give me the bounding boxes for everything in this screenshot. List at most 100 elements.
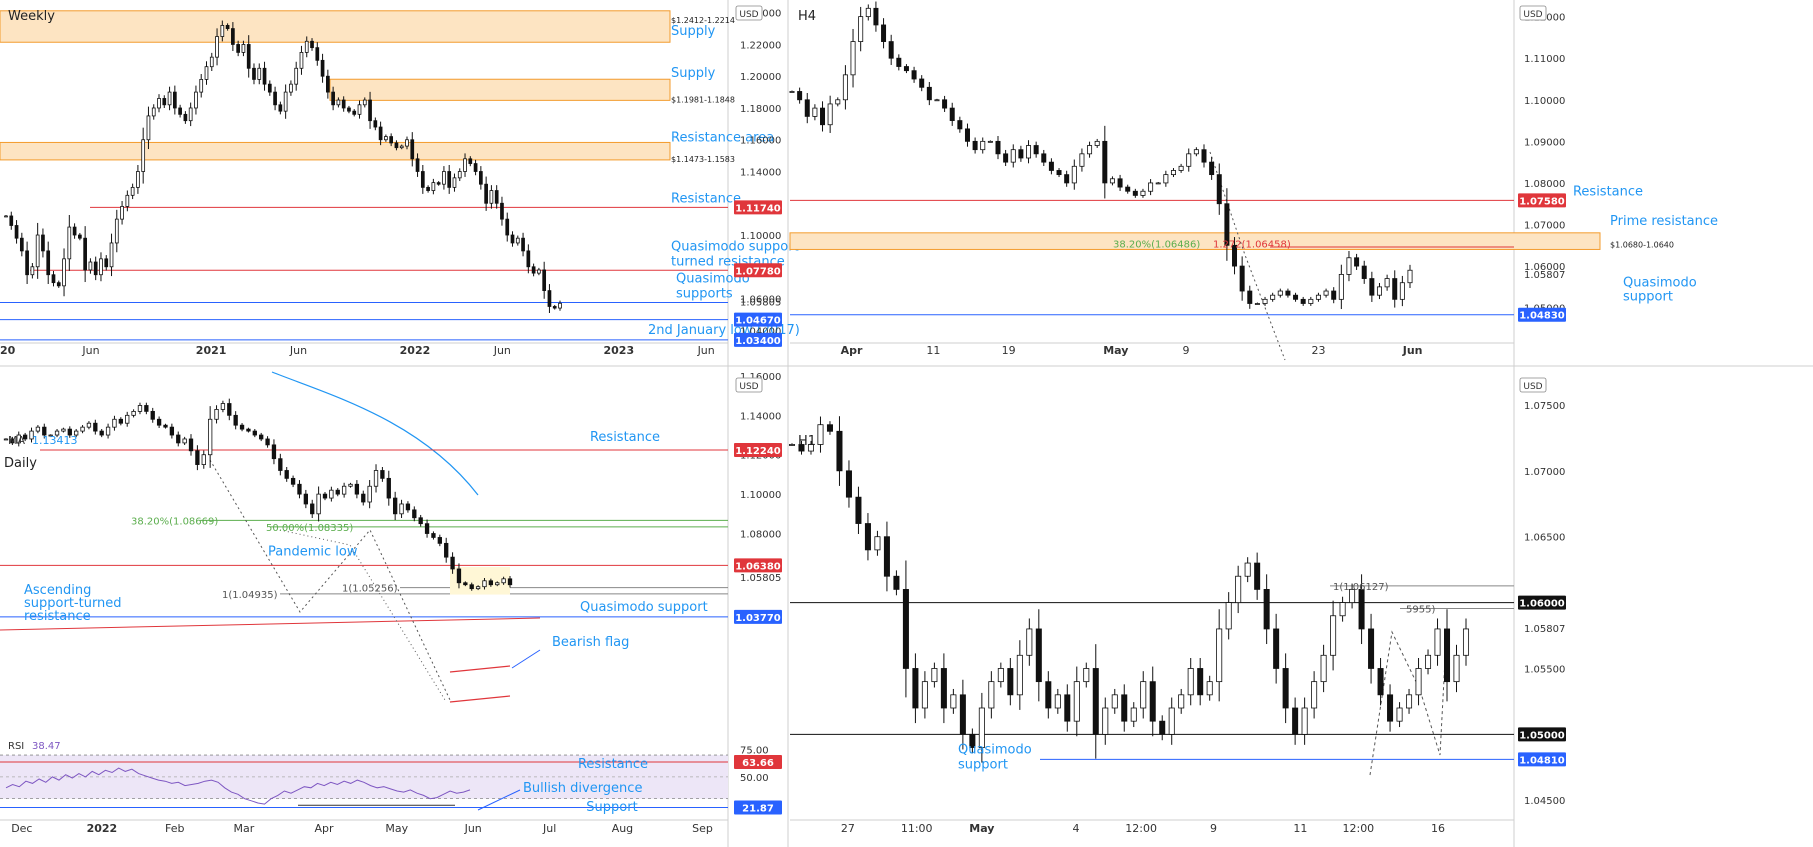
candle-body <box>220 403 226 410</box>
x-tick-label: 16 <box>1431 822 1445 835</box>
y-tick-label: 1.05807 <box>1524 624 1565 635</box>
rsi-tick: 50.00 <box>740 773 769 784</box>
candle-body <box>827 103 833 126</box>
candle-body <box>835 99 841 105</box>
y-tick-label: 1.06500 <box>1524 533 1565 544</box>
candle-body <box>1315 294 1321 300</box>
candle-body <box>903 66 909 72</box>
candle-body <box>1007 668 1014 696</box>
rsi-tick: 75.00 <box>740 746 769 757</box>
candles-h4 <box>789 1 1413 310</box>
candle-body <box>1338 273 1344 300</box>
x-tick-label: Mar <box>233 822 254 835</box>
candle-body <box>239 424 245 430</box>
ab-label: 5955) <box>1406 605 1435 616</box>
candle-body <box>1282 668 1289 709</box>
candle-body <box>1311 681 1318 709</box>
candle-body <box>1216 628 1223 683</box>
resistance-label: Resistance <box>1573 184 1643 199</box>
candle-body <box>1308 298 1314 304</box>
candle-body <box>456 568 462 584</box>
price-badge-label: 1.12240 <box>735 446 781 457</box>
candle-body <box>1054 694 1061 709</box>
candle-body <box>501 578 506 584</box>
candle-body <box>56 282 61 287</box>
timeframe-label: Daily <box>4 456 37 471</box>
candle-body <box>902 589 909 669</box>
candle-body <box>883 536 890 577</box>
candle-body <box>137 405 143 412</box>
x-tick-label: 11 <box>926 344 940 357</box>
candle-body <box>940 668 947 709</box>
candle-body <box>290 477 296 485</box>
x-tick-label: Feb <box>165 822 184 835</box>
candle-body <box>482 580 487 588</box>
candle-body <box>1079 153 1085 167</box>
moving-average-line <box>271 371 479 496</box>
candle-body <box>88 261 93 271</box>
qm-label: Quasimodo <box>1623 276 1697 291</box>
candle-body <box>1277 290 1283 296</box>
candle-body <box>1285 290 1291 296</box>
rsi-badge <box>734 800 782 815</box>
candle-body <box>150 410 155 420</box>
candle-body <box>399 503 404 515</box>
candle-body <box>488 580 494 586</box>
candle-body <box>896 57 902 67</box>
candle-body <box>972 140 978 151</box>
candle-body <box>1193 149 1199 155</box>
candle-body <box>1033 145 1039 155</box>
candle-body <box>450 556 455 570</box>
candle-body <box>225 25 230 29</box>
y-tick-label: 1.08000 <box>1524 179 1565 190</box>
candle-body <box>1087 145 1093 155</box>
x-tick-label: Sep <box>692 822 713 835</box>
x-tick-label: 9 <box>1210 822 1217 835</box>
candle-body <box>836 430 843 472</box>
candle-body <box>215 36 219 58</box>
ascending-label: support-turned <box>24 596 122 611</box>
candle-body <box>473 163 478 172</box>
candle-body <box>988 681 995 709</box>
candle-body <box>1117 178 1123 188</box>
x-tick-label: Jun <box>493 344 511 357</box>
candle-body <box>1102 140 1108 184</box>
x-tick-label: Jun <box>464 822 482 835</box>
candle-body <box>394 142 399 149</box>
candle-body <box>348 483 353 487</box>
candle-body <box>178 107 182 115</box>
candle-body <box>1254 303 1260 305</box>
candle-body <box>1331 290 1337 300</box>
currency-label: USD <box>1523 10 1542 20</box>
price-badge-label: 1.05000 <box>1519 730 1565 741</box>
candle-body <box>874 536 881 551</box>
currency-box <box>1519 5 1547 21</box>
y-tick-label: 1.05807 <box>1524 270 1565 281</box>
candle-body <box>1149 681 1156 722</box>
candle-body <box>1292 707 1299 735</box>
candle-body <box>410 139 415 160</box>
candle-body <box>1035 628 1042 683</box>
candle-body <box>1071 165 1077 184</box>
prime-resistance-label: Prime resistance <box>1610 214 1718 229</box>
zone-range-label: $1.0680-1.0640 <box>1610 240 1674 249</box>
qm-label: Quasimodo <box>958 742 1032 757</box>
candle-body <box>1178 165 1184 171</box>
candle-body <box>1178 694 1185 709</box>
y-tick-label: 1.04000 <box>740 326 781 337</box>
harmonic-leg <box>1369 630 1446 776</box>
candle-body <box>109 242 114 268</box>
candle-body <box>1368 628 1375 669</box>
candle-body <box>1406 694 1413 709</box>
candle-body <box>1387 694 1394 722</box>
price-badge-label: 1.07780 <box>735 266 781 277</box>
rsi-line <box>5 767 471 805</box>
price-badge <box>1518 727 1566 742</box>
candle-body <box>278 104 283 112</box>
candle-body <box>1263 589 1270 630</box>
candle-body <box>405 503 411 511</box>
x-tick-label: Jun <box>81 344 99 357</box>
candle-body <box>29 430 34 440</box>
y-tick-label: 1.20000 <box>740 72 781 83</box>
candle-body <box>252 67 256 80</box>
